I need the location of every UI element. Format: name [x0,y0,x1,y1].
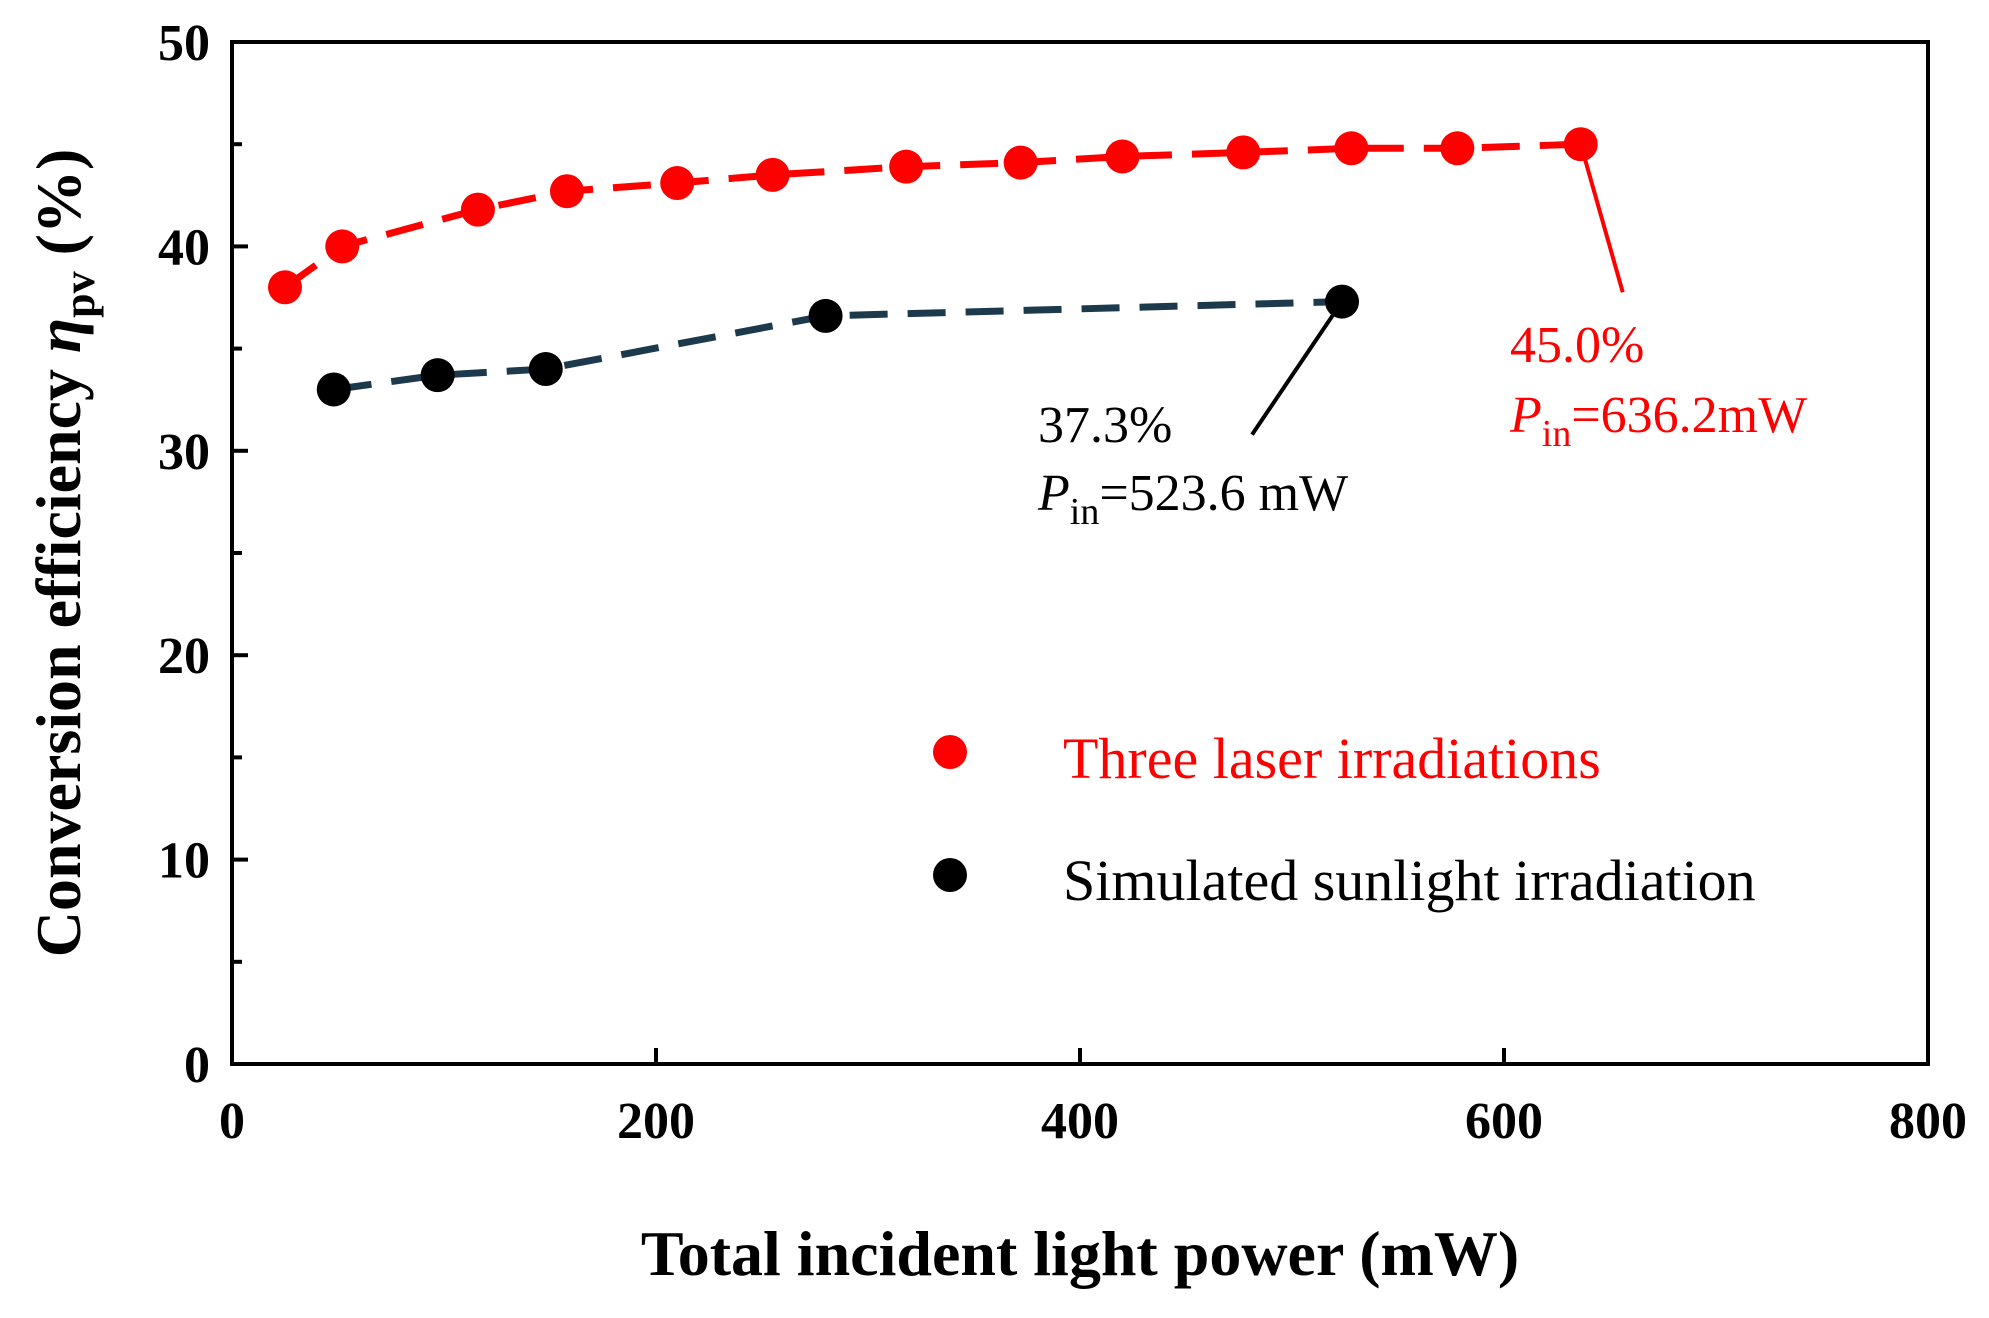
annotation-laser-sub: in [1542,413,1572,455]
annotation-sunlight-leader [1250,300,1344,436]
y-tick-label: 50 [158,15,210,72]
legend: Three laser irradiations Simulated sunli… [933,726,1756,913]
annotation-laser: 45.0% Pin=636.2mW [1509,143,1807,455]
data-point [808,298,843,333]
data-point [1003,145,1038,180]
x-axis-ticks: 0 200 400 600 800 [219,1048,1967,1150]
x-tick-label: 0 [219,1093,245,1150]
data-point [660,166,695,201]
annotation-sunlight-rest: =523.6 mW [1099,465,1348,522]
y-tick-label: 20 [158,628,210,685]
y-axis-title-symbol: η [23,318,94,353]
data-point [316,372,351,407]
annotation-sunlight-power: Pin=523.6 mW [1037,465,1348,533]
series-line-1 [333,298,1343,393]
annotation-laser-p: P [1509,387,1542,444]
data-point [1105,139,1140,174]
legend-marker-sunlight [933,858,967,892]
data-point [460,192,495,227]
data-point [420,358,455,393]
data-point [1334,131,1369,166]
annotation-sunlight-sub: in [1070,491,1100,533]
y-tick-label: 0 [184,1037,210,1094]
series-points [268,127,1598,407]
annotation-laser-rest: =636.2mW [1571,387,1807,444]
data-point [1440,131,1475,166]
annotation-sunlight: 37.3% Pin=523.6 mW [1037,300,1348,533]
annotation-laser-power: Pin=636.2mW [1509,387,1807,455]
data-point [528,352,563,387]
x-tick-label: 400 [1041,1093,1119,1150]
data-point [1226,135,1261,170]
y-axis-title-unit: (%) [23,149,94,272]
data-point [549,174,584,209]
x-axis-title: Total incident light power (mW) [641,1218,1519,1289]
y-tick-label: 10 [158,833,210,890]
annotation-laser-value: 45.0% [1510,317,1644,374]
annotation-laser-leader [1578,143,1625,293]
x-tick-label: 800 [1889,1093,1967,1150]
data-point [325,229,360,264]
y-axis-title: Conversion efficiency ηpv (%) [23,149,104,958]
y-tick-label: 40 [158,219,210,276]
x-tick-label: 200 [617,1093,695,1150]
data-point [889,149,924,184]
data-point [268,270,302,305]
series-lines [282,140,1581,393]
y-axis-title-sub: pv [55,271,104,317]
legend-label-sunlight: Simulated sunlight irradiation [1063,848,1756,913]
y-axis-title-main: Conversion efficiency [23,353,94,957]
data-point [755,157,790,192]
y-axis-ticks: 0 10 20 30 40 50 [158,15,248,1094]
annotation-sunlight-p: P [1037,465,1070,522]
legend-marker-laser [933,735,967,769]
y-tick-label: 30 [158,424,210,481]
annotation-sunlight-value: 37.3% [1038,397,1172,454]
legend-label-laser: Three laser irradiations [1063,726,1601,791]
x-tick-label: 600 [1465,1093,1543,1150]
